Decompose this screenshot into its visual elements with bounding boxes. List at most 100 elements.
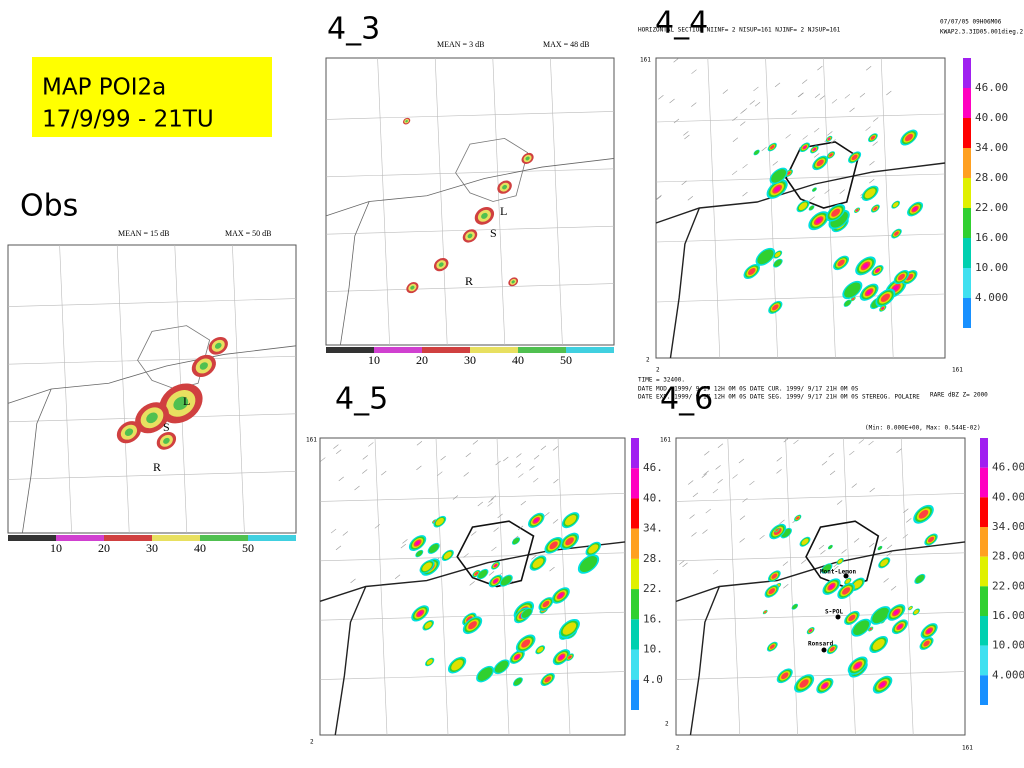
map-place: S [163, 420, 170, 434]
relief-hatch [553, 478, 559, 484]
echo [754, 150, 760, 155]
relief-hatch [518, 473, 524, 478]
relief-hatch [821, 461, 828, 466]
echo [872, 607, 889, 624]
site-dot [843, 573, 849, 579]
footer-text: TIME = 32400. [638, 377, 685, 384]
echo [905, 273, 914, 281]
colorbar-label: 10 [368, 353, 380, 367]
echo [822, 564, 832, 573]
echo [769, 644, 775, 649]
echo [532, 558, 544, 568]
map-coast [340, 201, 370, 346]
echo [781, 672, 789, 680]
colorbar-segment [326, 347, 374, 353]
relief-hatch [381, 470, 387, 476]
map-grid [7, 471, 297, 480]
relief-hatch [742, 163, 748, 169]
relief-hatch [903, 508, 909, 514]
colorbar-segment [8, 535, 56, 541]
relief-hatch [801, 559, 807, 564]
relief-hatch [342, 531, 349, 536]
echo [468, 621, 477, 630]
relief-hatch [691, 102, 697, 107]
range-text: (Min: 0.000E+00, Max: 0.544E-02) [865, 425, 981, 432]
echo [798, 202, 808, 211]
echo [852, 298, 854, 300]
panel-label: 4_3 [327, 12, 380, 47]
axis-label: 2 [676, 745, 680, 752]
map-grid [319, 552, 626, 562]
map-frame [7, 244, 297, 534]
map-frame [325, 57, 615, 346]
axis-label: 161 [962, 745, 973, 752]
echo [877, 546, 882, 550]
colorbar-segment [631, 619, 639, 650]
relief-hatch [814, 93, 821, 98]
relief-hatch [739, 538, 745, 543]
map-grid [59, 244, 72, 534]
relief-hatch [873, 117, 879, 122]
relief-hatch [785, 134, 791, 139]
relief-hatch [865, 126, 871, 131]
relief-hatch [673, 58, 679, 63]
footer-text: DATE MOD. 1999/ 9/17 12H 0M 0S DATE CUR.… [638, 386, 859, 393]
file-text: KWAP2.3.3ID05.001dieg.2 [940, 29, 1023, 36]
echo [844, 282, 861, 298]
echo [558, 593, 564, 598]
relief-hatch [753, 86, 759, 92]
colorbar-label: 28. [643, 552, 663, 565]
echo [466, 616, 473, 623]
map-grid [377, 57, 390, 346]
colorbar-segment [980, 586, 988, 616]
echo [816, 159, 824, 167]
relief-hatch [759, 534, 765, 540]
relief-hatch [776, 457, 782, 462]
echo [549, 541, 558, 550]
relief-hatch [776, 469, 782, 474]
relief-hatch [749, 100, 755, 105]
relief-hatch [338, 476, 344, 482]
relief-hatch [362, 469, 368, 474]
max-text: MAX = 48 dB [543, 40, 590, 49]
colorbar-segment [631, 528, 639, 559]
colorbar-segment [963, 118, 971, 148]
colorbar-segment [152, 535, 200, 541]
map-grid [7, 355, 297, 365]
echo [792, 604, 798, 610]
relief-hatch [529, 466, 535, 471]
map-grid [325, 283, 615, 292]
relief-hatch [681, 180, 687, 186]
echo [562, 622, 577, 635]
echo [829, 153, 833, 157]
echo [588, 544, 599, 554]
echo [770, 145, 775, 150]
echo [908, 606, 913, 610]
echo [451, 659, 463, 671]
echo [894, 231, 899, 236]
echo [813, 148, 816, 151]
relief-hatch [742, 497, 748, 503]
echo [781, 528, 791, 538]
relief-hatch [774, 82, 781, 88]
relief-hatch [717, 479, 723, 484]
map-grid [675, 671, 966, 680]
relief-hatch [549, 566, 555, 572]
colorbar-label: 34.00 [992, 520, 1024, 533]
echo [173, 396, 189, 411]
relief-hatch [782, 561, 789, 566]
colorbar-segment [980, 497, 988, 527]
axis-label: 2 [656, 367, 660, 374]
echo [864, 188, 876, 199]
colorbar-segment [631, 558, 639, 590]
relief-hatch [374, 524, 381, 529]
colorbar-label: 40.00 [992, 490, 1024, 503]
echo [481, 212, 488, 219]
colorbar-segment [963, 58, 971, 88]
echo [848, 614, 856, 622]
relief-hatch [902, 534, 908, 539]
relief-hatch [739, 515, 746, 520]
relief-hatch [886, 90, 892, 96]
map-grid [435, 437, 449, 736]
colorbar-label: 40 [512, 353, 524, 367]
